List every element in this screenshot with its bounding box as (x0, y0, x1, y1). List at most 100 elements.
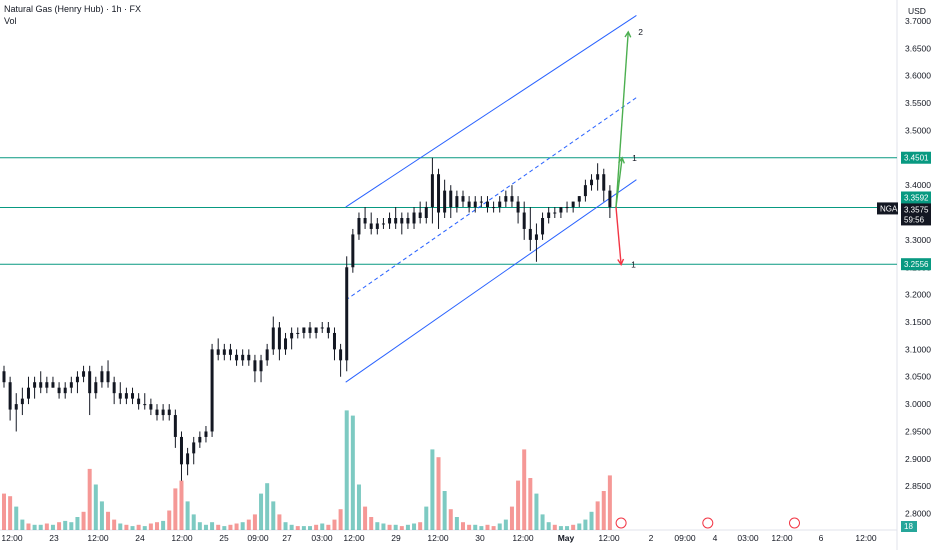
candle-body (259, 360, 263, 372)
volume-bar (2, 493, 6, 530)
price-label-hline: 3.4501 (904, 154, 929, 163)
candle-body (143, 404, 147, 406)
price-label-countdown: 59:56 (904, 215, 925, 224)
candle-body (590, 179, 594, 186)
volume-bar (106, 511, 111, 530)
volume-bar (479, 526, 484, 530)
candle-body (516, 201, 520, 213)
candle-body (455, 196, 459, 208)
volume-bar (57, 522, 62, 530)
candle-body (284, 338, 288, 350)
volume-bar (601, 491, 606, 530)
symbol-badge (877, 202, 898, 215)
candle-body (332, 332, 336, 350)
candle-body (504, 196, 508, 202)
candle-body (479, 201, 483, 203)
price-label-bg (901, 213, 931, 226)
volume-bar (222, 526, 227, 530)
channel-lower-line[interactable] (345, 179, 637, 383)
candle-body (57, 387, 61, 394)
target-up-2-head (624, 30, 632, 38)
candle-body (94, 382, 98, 394)
candle-body (418, 212, 422, 218)
time-tick-label: 12:00 (427, 533, 449, 543)
volume-bar (424, 506, 429, 530)
volume-bar (558, 526, 563, 530)
volume-bar (87, 468, 92, 530)
volume-bar (179, 480, 184, 530)
candle-body (351, 234, 355, 268)
price-tick-label: 2.9000 (905, 454, 931, 464)
volume-bar (259, 493, 264, 530)
volume-bar (503, 519, 508, 530)
volume-bar (301, 526, 306, 530)
volume-bar (393, 524, 398, 530)
volume-bar (442, 491, 447, 530)
volume-bar (69, 522, 74, 530)
volume-bar (8, 496, 13, 530)
volume-bar (363, 506, 368, 530)
target-down-1[interactable] (615, 206, 622, 265)
time-tick-label: 03:00 (737, 533, 759, 543)
flag-icon[interactable] (615, 517, 627, 529)
candle-body (461, 196, 465, 202)
candle-body (394, 218, 398, 224)
volume-bar (191, 514, 196, 530)
volume-bar (338, 509, 343, 530)
time-tick-label: 12:00 (87, 533, 109, 543)
volume-bar (295, 526, 300, 530)
candle-body (14, 404, 18, 410)
time-tick-label: May (558, 533, 575, 543)
flag-icon[interactable] (702, 517, 714, 529)
volume-bar (38, 524, 43, 530)
volume-bar (63, 520, 68, 530)
candle-body (345, 267, 349, 361)
volume-bar (197, 522, 202, 530)
candle-body (406, 218, 410, 224)
time-tick-label: 03:00 (311, 533, 333, 543)
channel-mid-line[interactable] (345, 97, 637, 301)
time-tick-label: 25 (219, 533, 229, 543)
candle-body (596, 174, 600, 180)
candle-body (39, 382, 43, 388)
volume-bar (332, 519, 337, 530)
candle-body (63, 387, 67, 394)
candle-body (357, 218, 361, 235)
price-label-hline: 3.2556 (904, 260, 929, 269)
candle-body (583, 185, 587, 197)
candle-body (8, 382, 12, 410)
target-up-1[interactable] (615, 157, 623, 208)
candle-body (400, 218, 404, 224)
volume-bar (277, 514, 282, 530)
volume-bar (375, 522, 380, 530)
candle-body (216, 349, 220, 355)
price-label-bg (901, 191, 931, 204)
volume-bar (540, 514, 545, 530)
candle-body (547, 212, 551, 218)
flag-icon[interactable] (789, 517, 800, 529)
volume-bar (155, 522, 159, 530)
channel-upper-line[interactable] (345, 15, 637, 208)
chart-title: Natural Gas (Henry Hub) · 1h · FX (4, 4, 142, 14)
candle-body (33, 382, 37, 388)
volume-bar (136, 524, 141, 530)
volume-bar (26, 523, 31, 530)
time-tick-label: 12:00 (512, 533, 534, 543)
price-tick-label: 3.2000 (905, 290, 931, 300)
time-tick-label: 24 (135, 533, 145, 543)
price-tick-label: 2.8000 (905, 509, 931, 519)
volume-bar (203, 524, 208, 530)
volume-bar (246, 519, 251, 530)
price-tick-label: 3.3000 (905, 235, 931, 245)
candle-body (204, 431, 208, 437)
candle-body (565, 207, 569, 209)
volume-bar (583, 519, 588, 530)
candle-body (326, 327, 330, 333)
candle-body (388, 218, 392, 224)
candle-body (271, 327, 275, 350)
candle-body (100, 371, 104, 383)
volume-bar (595, 501, 600, 530)
volume-bar (430, 449, 435, 530)
target-up-2[interactable] (615, 31, 629, 208)
